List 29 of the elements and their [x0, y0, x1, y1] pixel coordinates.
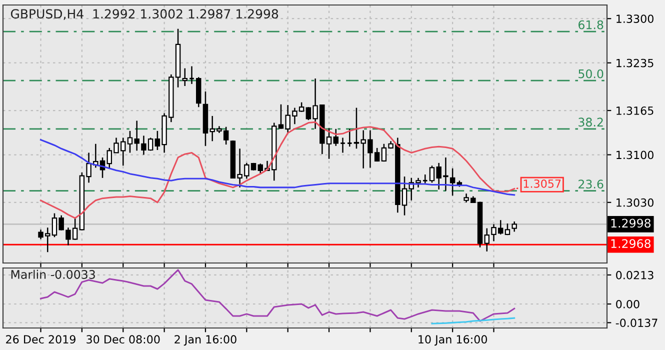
- annotation: 50.0: [578, 69, 604, 78]
- annotation: 23.6: [578, 180, 604, 189]
- chart-title: Marlin -0.0033: [11, 270, 95, 279]
- text: 1.3057: [524, 179, 561, 188]
- ref-line-label: 1.2998: [611, 218, 651, 228]
- x-tick-label: 10 Jan 16:00: [418, 335, 488, 346]
- chart-title: GBPUSD,H4 1.2992 1.3002 1.2987 1.2998: [10, 9, 278, 20]
- y-tick-label: 1.3165: [616, 106, 654, 115]
- annotation: 61.8: [578, 20, 604, 30]
- candlestick: [346, 128, 352, 148]
- candlestick: [182, 68, 188, 87]
- candlestick: [450, 168, 456, 196]
- y-tick-label: 1.3235: [616, 58, 654, 68]
- y-tick-label: 0.00: [616, 300, 640, 308]
- candlestick: [333, 128, 338, 147]
- candlestick: [512, 220, 517, 232]
- x-tick-label: 2 Jan 16:00: [174, 335, 236, 346]
- candlestick: [340, 137, 346, 154]
- x-tick-label: 26 Dec 2019: [6, 335, 76, 344]
- annotation: 38.2: [578, 118, 603, 127]
- x-tick-label: 30 Dec 08:00: [86, 335, 160, 344]
- line-series: [40, 121, 516, 219]
- y-tick-label: 0.0213: [616, 270, 654, 280]
- y-tick-label: -0.0137: [616, 318, 658, 328]
- line-series: [40, 139, 516, 196]
- ref-line-label: 1.2968: [611, 239, 651, 248]
- y-tick-label: 1.3030: [616, 198, 654, 207]
- y-tick-label: 1.3100: [616, 150, 654, 160]
- y-tick-label: 1.3300: [616, 14, 654, 23]
